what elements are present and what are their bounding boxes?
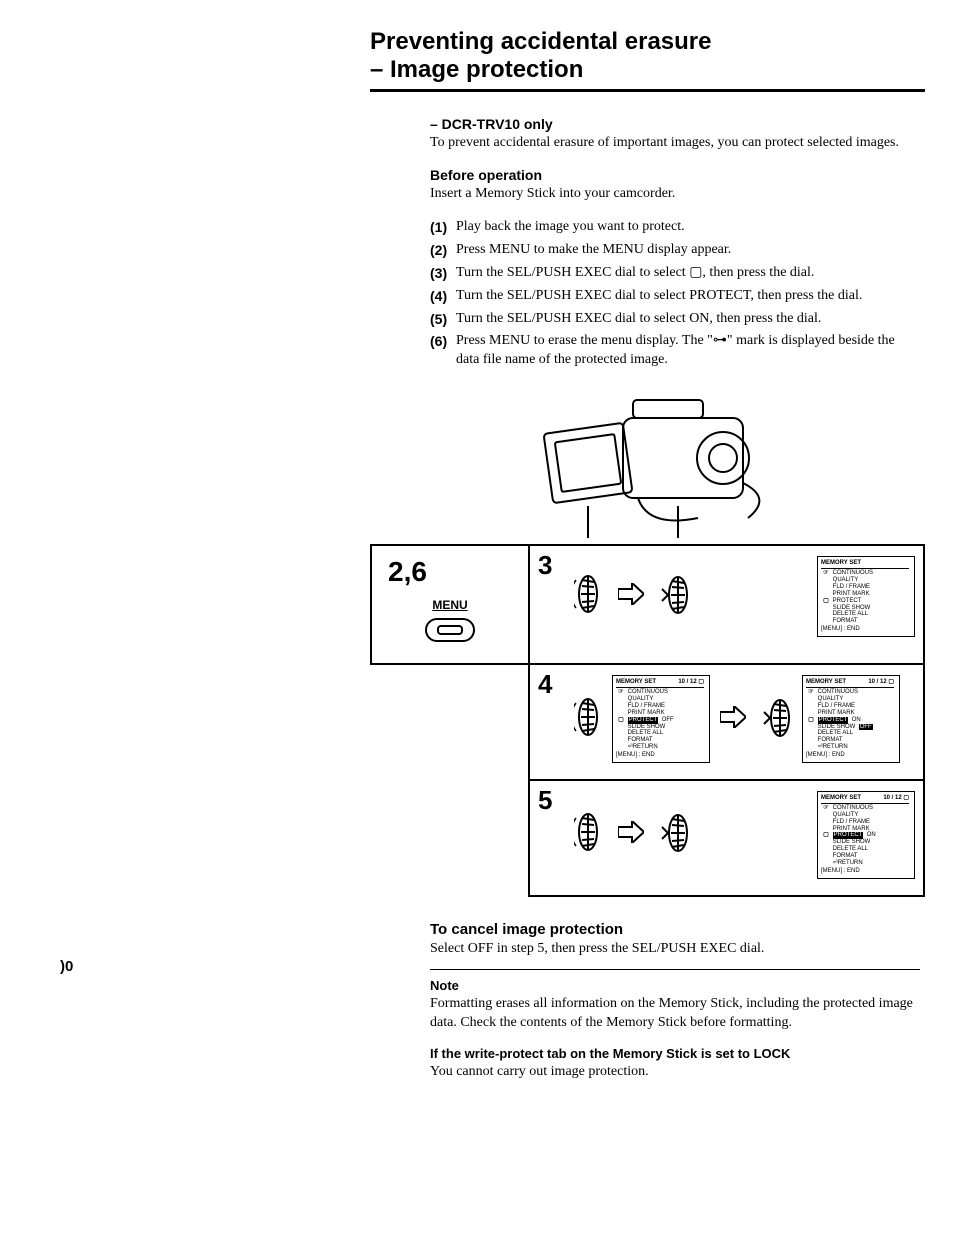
arrow-right-icon xyxy=(720,706,746,733)
step-5: (5)Turn the SEL/PUSH EXEC dial to select… xyxy=(430,310,920,329)
lower-text: To cancel image protection Select OFF in… xyxy=(430,921,920,1083)
manual-page: Preventing accidental erasure – Image pr… xyxy=(0,0,954,1233)
title-line2: – Image protection xyxy=(370,56,925,84)
page-number: )0 xyxy=(60,958,73,975)
arrow-right-icon xyxy=(618,583,644,610)
step-5-number: 5 xyxy=(538,785,552,816)
step-3: (3)Turn the SEL/PUSH EXEC dial to select… xyxy=(430,264,920,283)
cell-step-2-6: 2,6 MENU xyxy=(371,545,529,664)
note-heading: Note xyxy=(430,978,920,993)
title-line1: Preventing accidental erasure xyxy=(370,28,925,56)
diagram-area: 2,6 MENU 3 xyxy=(370,388,925,897)
step-4-number: 4 xyxy=(538,669,552,700)
menu-screen-step4a: MEMORY SET10 / 12 ▢ ☞ CONTINUOUS QUALITY… xyxy=(612,675,710,763)
cancel-text: Select OFF in step 5, then press the SEL… xyxy=(430,940,920,959)
intro-text: To prevent accidental erasure of importa… xyxy=(430,134,920,153)
dial-pressed-icon xyxy=(660,571,690,622)
arrow-right-icon xyxy=(618,821,644,848)
step-4: (4)Turn the SEL/PUSH EXEC dial to select… xyxy=(430,287,920,306)
title-block: Preventing accidental erasure – Image pr… xyxy=(370,28,925,92)
cell-step-4: 4 MEMORY SET10 / 12 ▢ ☞ CONTINUOUS QUALI… xyxy=(529,664,924,780)
dial-pressed-icon xyxy=(762,694,792,745)
procedure-steps: (1)Play back the image you want to prote… xyxy=(430,218,920,370)
step-6: (6)Press MENU to erase the menu display.… xyxy=(430,332,920,370)
note-text: Formatting erases all information on the… xyxy=(430,995,920,1033)
step-diagram-grid: 2,6 MENU 3 xyxy=(370,544,925,897)
step-2-6-number: 2,6 xyxy=(380,556,520,598)
camcorder-illustration xyxy=(488,388,808,538)
cell-step-5: 5 MEMORY SET10 / 12 ▢ xyxy=(529,780,924,896)
horizontal-rule xyxy=(430,969,920,970)
menu-label: MENU xyxy=(380,598,520,612)
body-column: – DCR-TRV10 only To prevent accidental e… xyxy=(430,116,920,370)
dial-pressed-icon xyxy=(660,809,690,860)
menu-screen-step5: MEMORY SET10 / 12 ▢ ☞ CONTINUOUS QUALITY… xyxy=(817,791,915,879)
model-restriction: – DCR-TRV10 only xyxy=(430,116,920,132)
menu-button-icon xyxy=(425,618,475,642)
step-2: (2)Press MENU to make the MENU display a… xyxy=(430,241,920,260)
dial-icon xyxy=(574,810,602,859)
step-3-number: 3 xyxy=(538,550,552,581)
before-operation-heading: Before operation xyxy=(430,167,920,183)
step-1: (1)Play back the image you want to prote… xyxy=(430,218,920,237)
menu-screen-step3: MEMORY SET ☞ CONTINUOUS QUALITY FLD / FR… xyxy=(817,556,915,637)
cell-step-3: 3 MEMORY SET xyxy=(529,545,924,664)
menu-screen-step4b: MEMORY SET10 / 12 ▢ ☞ CONTINUOUS QUALITY… xyxy=(802,675,900,763)
lock-text: You cannot carry out image protection. xyxy=(430,1063,920,1082)
before-operation-text: Insert a Memory Stick into your camcorde… xyxy=(430,185,920,204)
lock-heading: If the write-protect tab on the Memory S… xyxy=(430,1046,920,1061)
cancel-heading: To cancel image protection xyxy=(430,921,920,938)
dial-icon xyxy=(574,695,602,744)
dial-icon xyxy=(574,572,602,621)
